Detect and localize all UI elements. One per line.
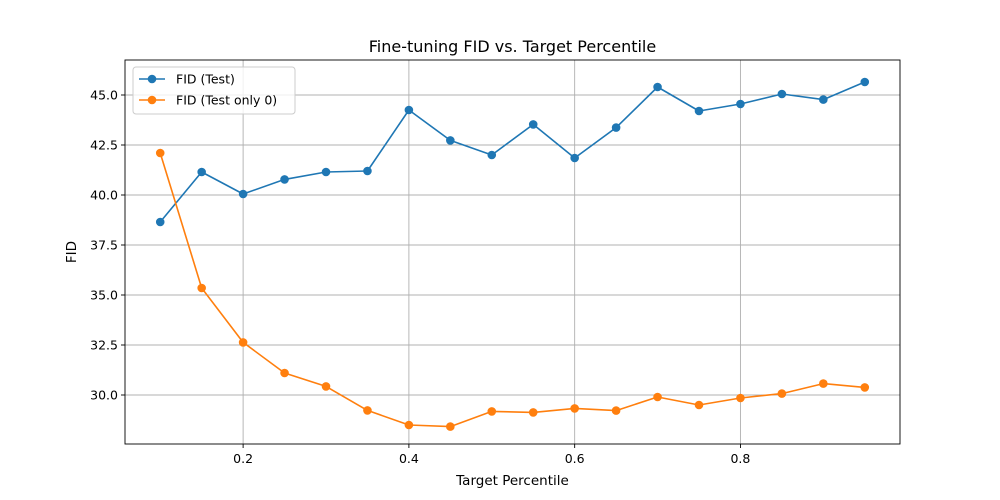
data-point [819,95,828,104]
plot-frame [124,59,901,445]
data-point [694,400,704,410]
series-2 [155,148,870,431]
data-point [238,189,248,199]
y-tick-label: 37.5 [90,238,118,253]
data-point [197,283,206,293]
data-point [777,89,787,99]
data-point [570,404,579,413]
data-point [155,217,165,227]
data-point [280,368,289,378]
chart-title: Fine-tuning FID vs. Target Percentile [369,37,656,56]
y-tick-label: 42.5 [90,138,118,153]
y-tick-label: 45.0 [90,88,118,103]
data-point [404,105,414,115]
legend-box [132,66,296,115]
y-tick-label: 40.0 [90,188,118,203]
data-point [611,123,621,132]
data-point [819,379,828,388]
y-axis-label: FID [64,241,80,263]
y-tick-label: 30.0 [90,388,118,403]
legend-label: FID (Test only 0) [176,93,277,108]
data-point [363,406,372,415]
series-1 [155,77,870,227]
axis-ticks: 0.2 0.4 0.6 0.8 30.0 32.5 35.0 37.5 40.0 42.5 45.0 [90,88,750,467]
data-point [653,82,662,92]
legend-marker [147,74,157,84]
x-axis-label: Target Percentile [455,473,569,489]
data-point [653,392,662,402]
series-line [159,81,866,223]
data-point [446,136,455,145]
data-point [528,120,538,129]
data-point [860,77,870,87]
data-point [197,167,206,177]
data-point [155,148,165,158]
legend: FID (Test) FID (Test only 0) [132,66,296,115]
data-point [736,99,745,109]
data-point [487,407,497,416]
data-point [238,338,248,347]
data-point [446,422,455,431]
grid-lines [125,60,900,444]
data-point [694,106,704,116]
legend-marker [147,95,157,105]
series-layer [155,77,870,431]
data-point [321,382,331,391]
data-point [777,389,787,398]
data-point [736,393,745,403]
legend-item: FID (Test only 0) [139,93,277,108]
x-tick-label: 0.4 [399,451,419,466]
data-point [860,383,870,392]
y-tick-label: 32.5 [90,338,118,353]
data-point [280,175,289,184]
data-point [404,420,414,430]
series-line [159,152,865,428]
x-tick-label: 0.8 [730,451,750,466]
x-tick-label: 0.6 [565,451,585,466]
y-tick-label: 35.0 [90,288,118,303]
legend-label: FID (Test) [176,72,235,87]
data-point [528,408,538,417]
data-point [321,167,331,177]
data-point [363,166,372,176]
data-point [487,150,497,160]
legend-item: FID (Test) [139,72,235,87]
data-point [570,153,579,163]
x-tick-label: 0.2 [233,451,253,466]
data-point [611,406,621,415]
